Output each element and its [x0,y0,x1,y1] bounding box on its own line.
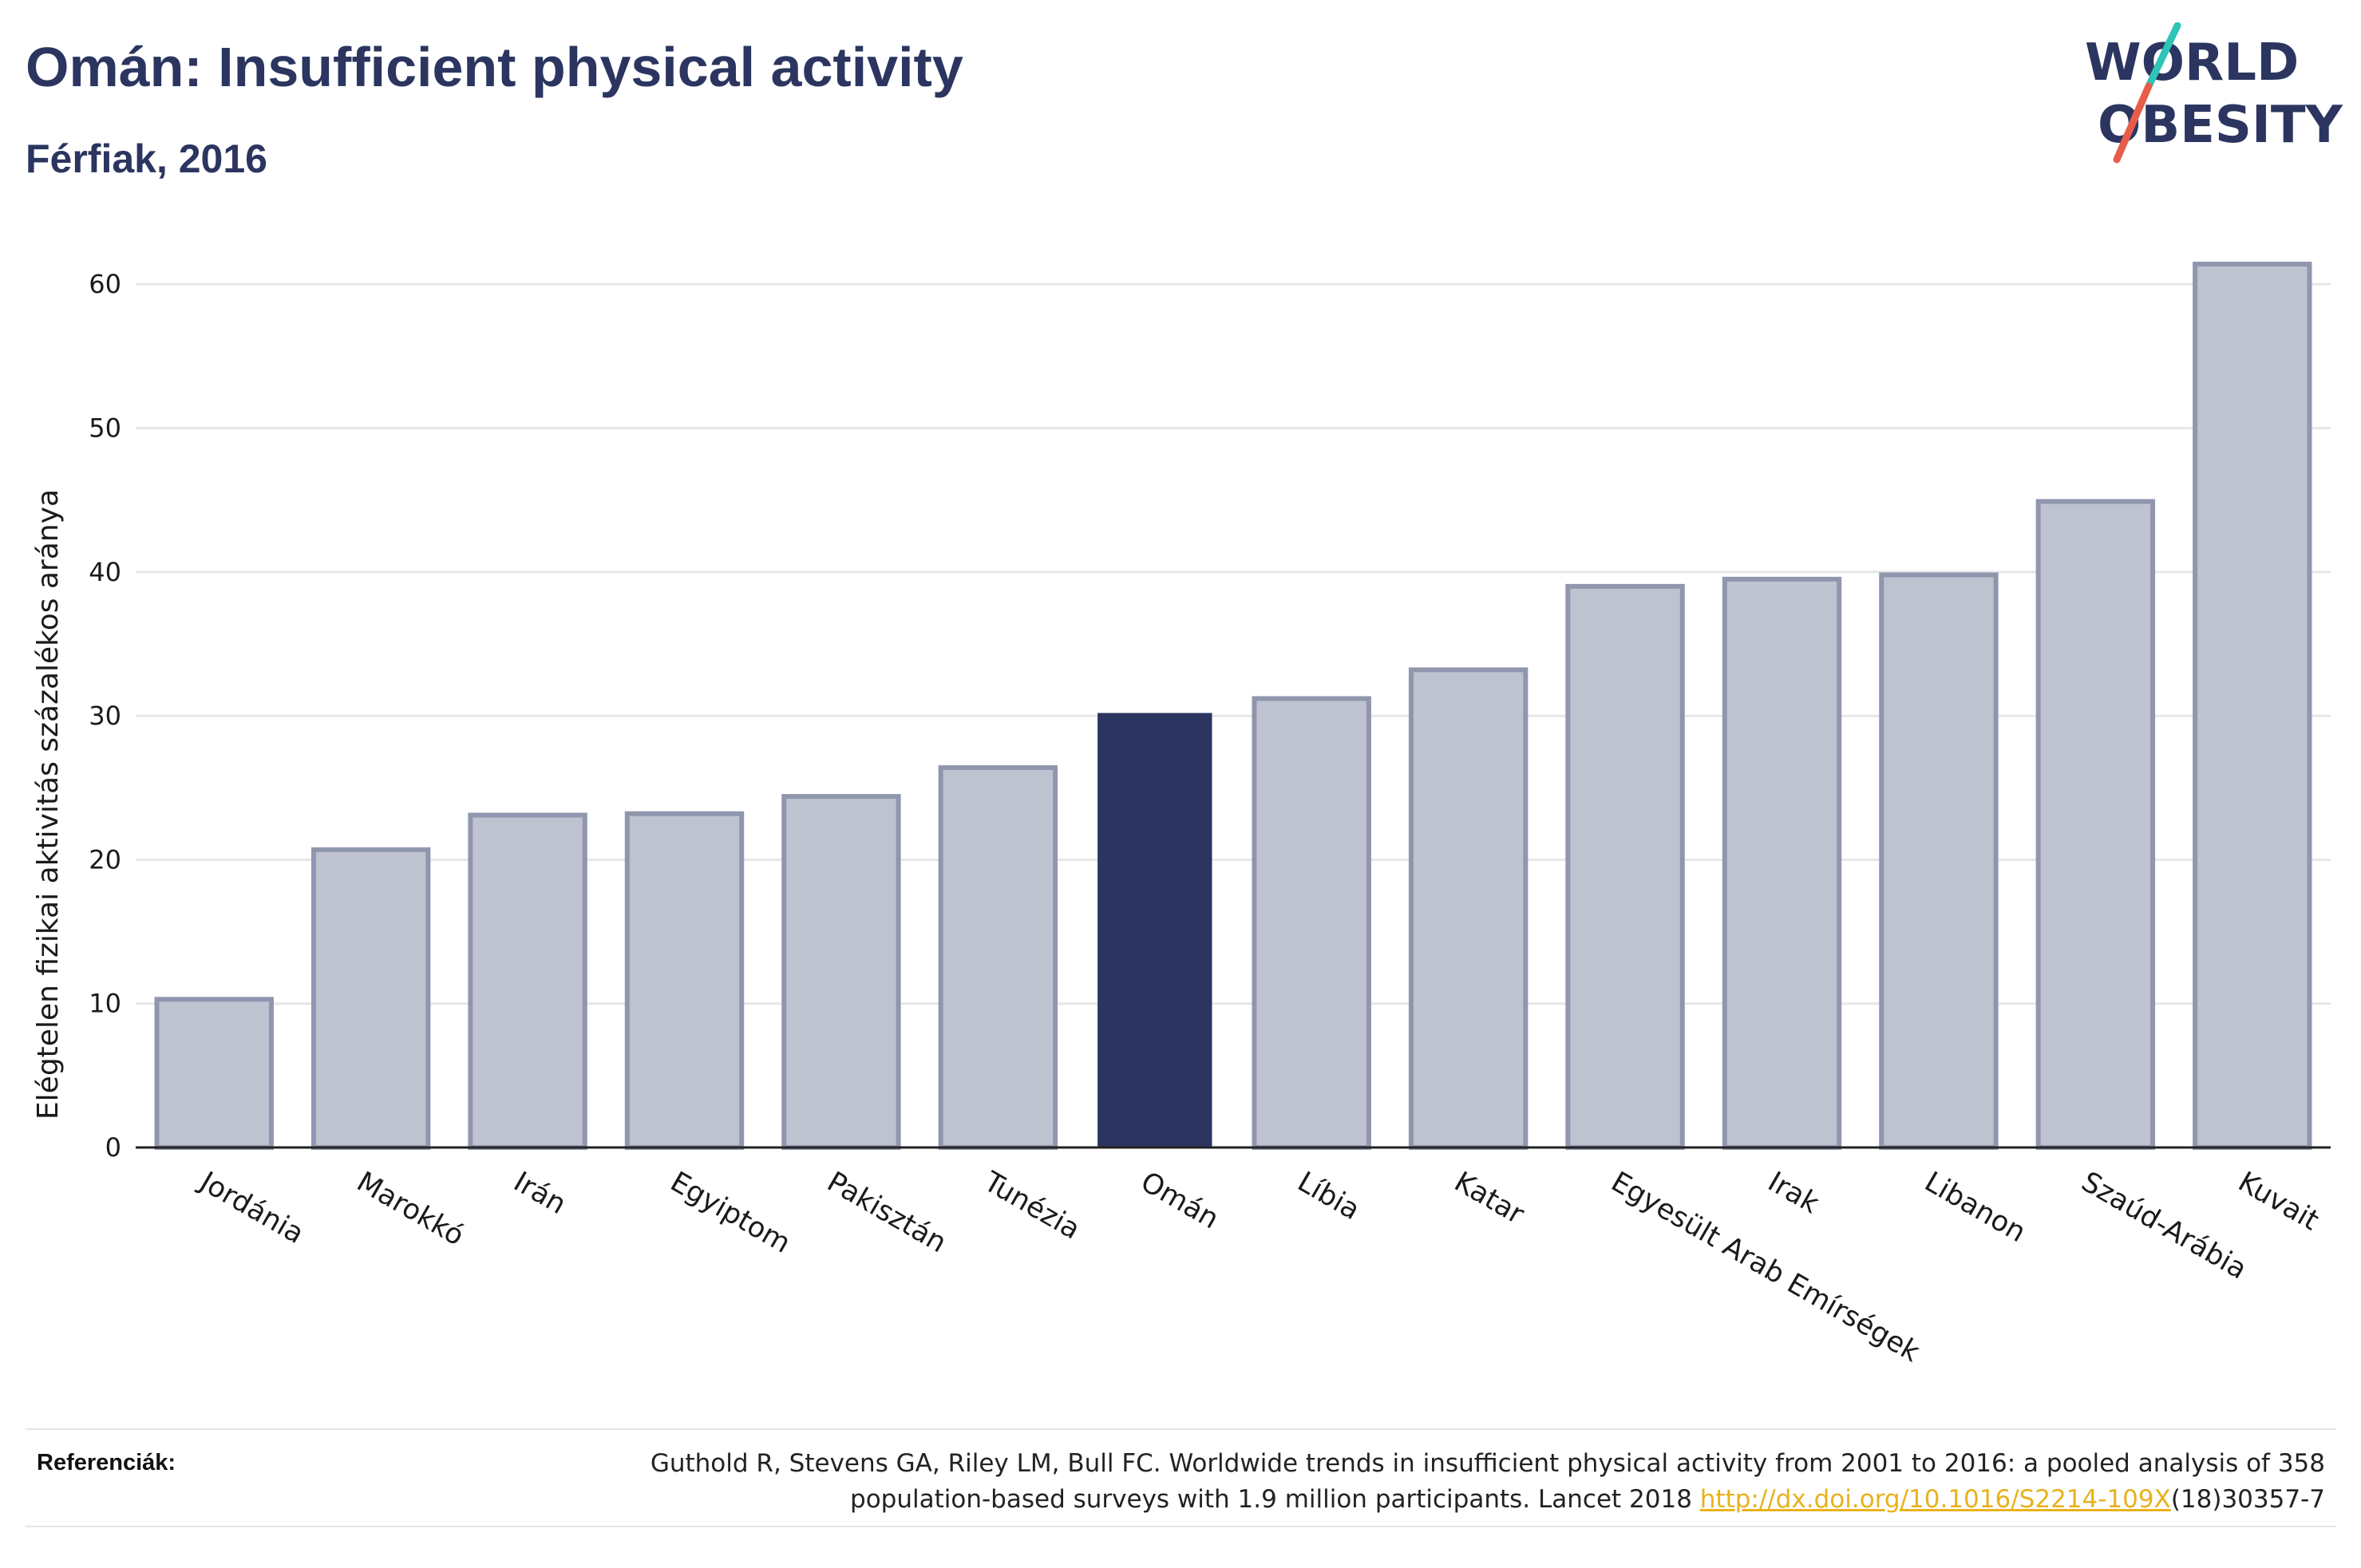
bar [157,999,271,1147]
reference-doi-link[interactable]: http://dx.doi.org/10.1016/S2214-109X [1700,1485,2171,1514]
bar [784,796,898,1147]
x-category-label: Omán [1135,1166,1224,1235]
x-category-label: Egyesült Arab Emírségek [1606,1166,1926,1369]
bar [314,850,428,1147]
bar-chart: 0 10 20 30 40 50 60 Elégtelen fizikai aktivitás… [0,0,2361,1388]
y-tick-label: 40 [89,557,121,587]
bar [1255,698,1369,1147]
x-category-label: Jordánia [193,1165,309,1250]
bar [1568,587,1682,1147]
references-bottom-divider [26,1526,2336,1527]
bar [627,814,742,1147]
reference-line-2-prefix: population-based surveys with 1.9 millio… [850,1485,1700,1514]
reference-line-1: Guthold R, Stevens GA, Riley LM, Bull FC… [651,1449,2325,1478]
y-tick-label: 60 [89,269,121,299]
x-category-label: Libanon [1919,1166,2031,1249]
x-category-label: Líbia [1292,1166,1366,1226]
x-category-label: Szaúd-Arábia [2076,1166,2252,1286]
reference-line-2-suffix: (18)30357-7 [2171,1485,2325,1514]
x-category-label: Marokkó [351,1166,469,1252]
bar [1411,669,1525,1147]
x-category-label: Irán [508,1166,571,1221]
bar [1881,575,1995,1147]
bar [2195,264,2309,1147]
bar-highlighted [1097,713,1212,1147]
x-category-label: Pakisztán [821,1166,951,1259]
y-tick-label: 30 [89,701,121,731]
references-text: Guthold R, Stevens GA, Riley LM, Bull FC… [489,1446,2325,1518]
y-tick-label: 50 [89,413,121,444]
x-category-label: Katar [1449,1166,1529,1231]
x-category-label: Egyiptom [665,1166,796,1260]
x-category-label: Kuvait [2232,1166,2323,1237]
y-tick-label: 10 [89,989,121,1019]
references-top-divider [26,1428,2336,1430]
y-tick-label: 0 [105,1132,121,1163]
x-category-label: Tunézia [978,1166,1086,1246]
references-label: Referenciák: [37,1450,176,1476]
y-tick-label: 20 [89,844,121,875]
bar [941,768,1055,1147]
bar [1725,579,1839,1147]
bar [470,816,584,1147]
bar [2039,501,2153,1147]
x-category-label: Irak [1762,1166,1825,1220]
y-axis-label: Elégtelen fizikai aktivitás százalékos a… [32,489,65,1120]
